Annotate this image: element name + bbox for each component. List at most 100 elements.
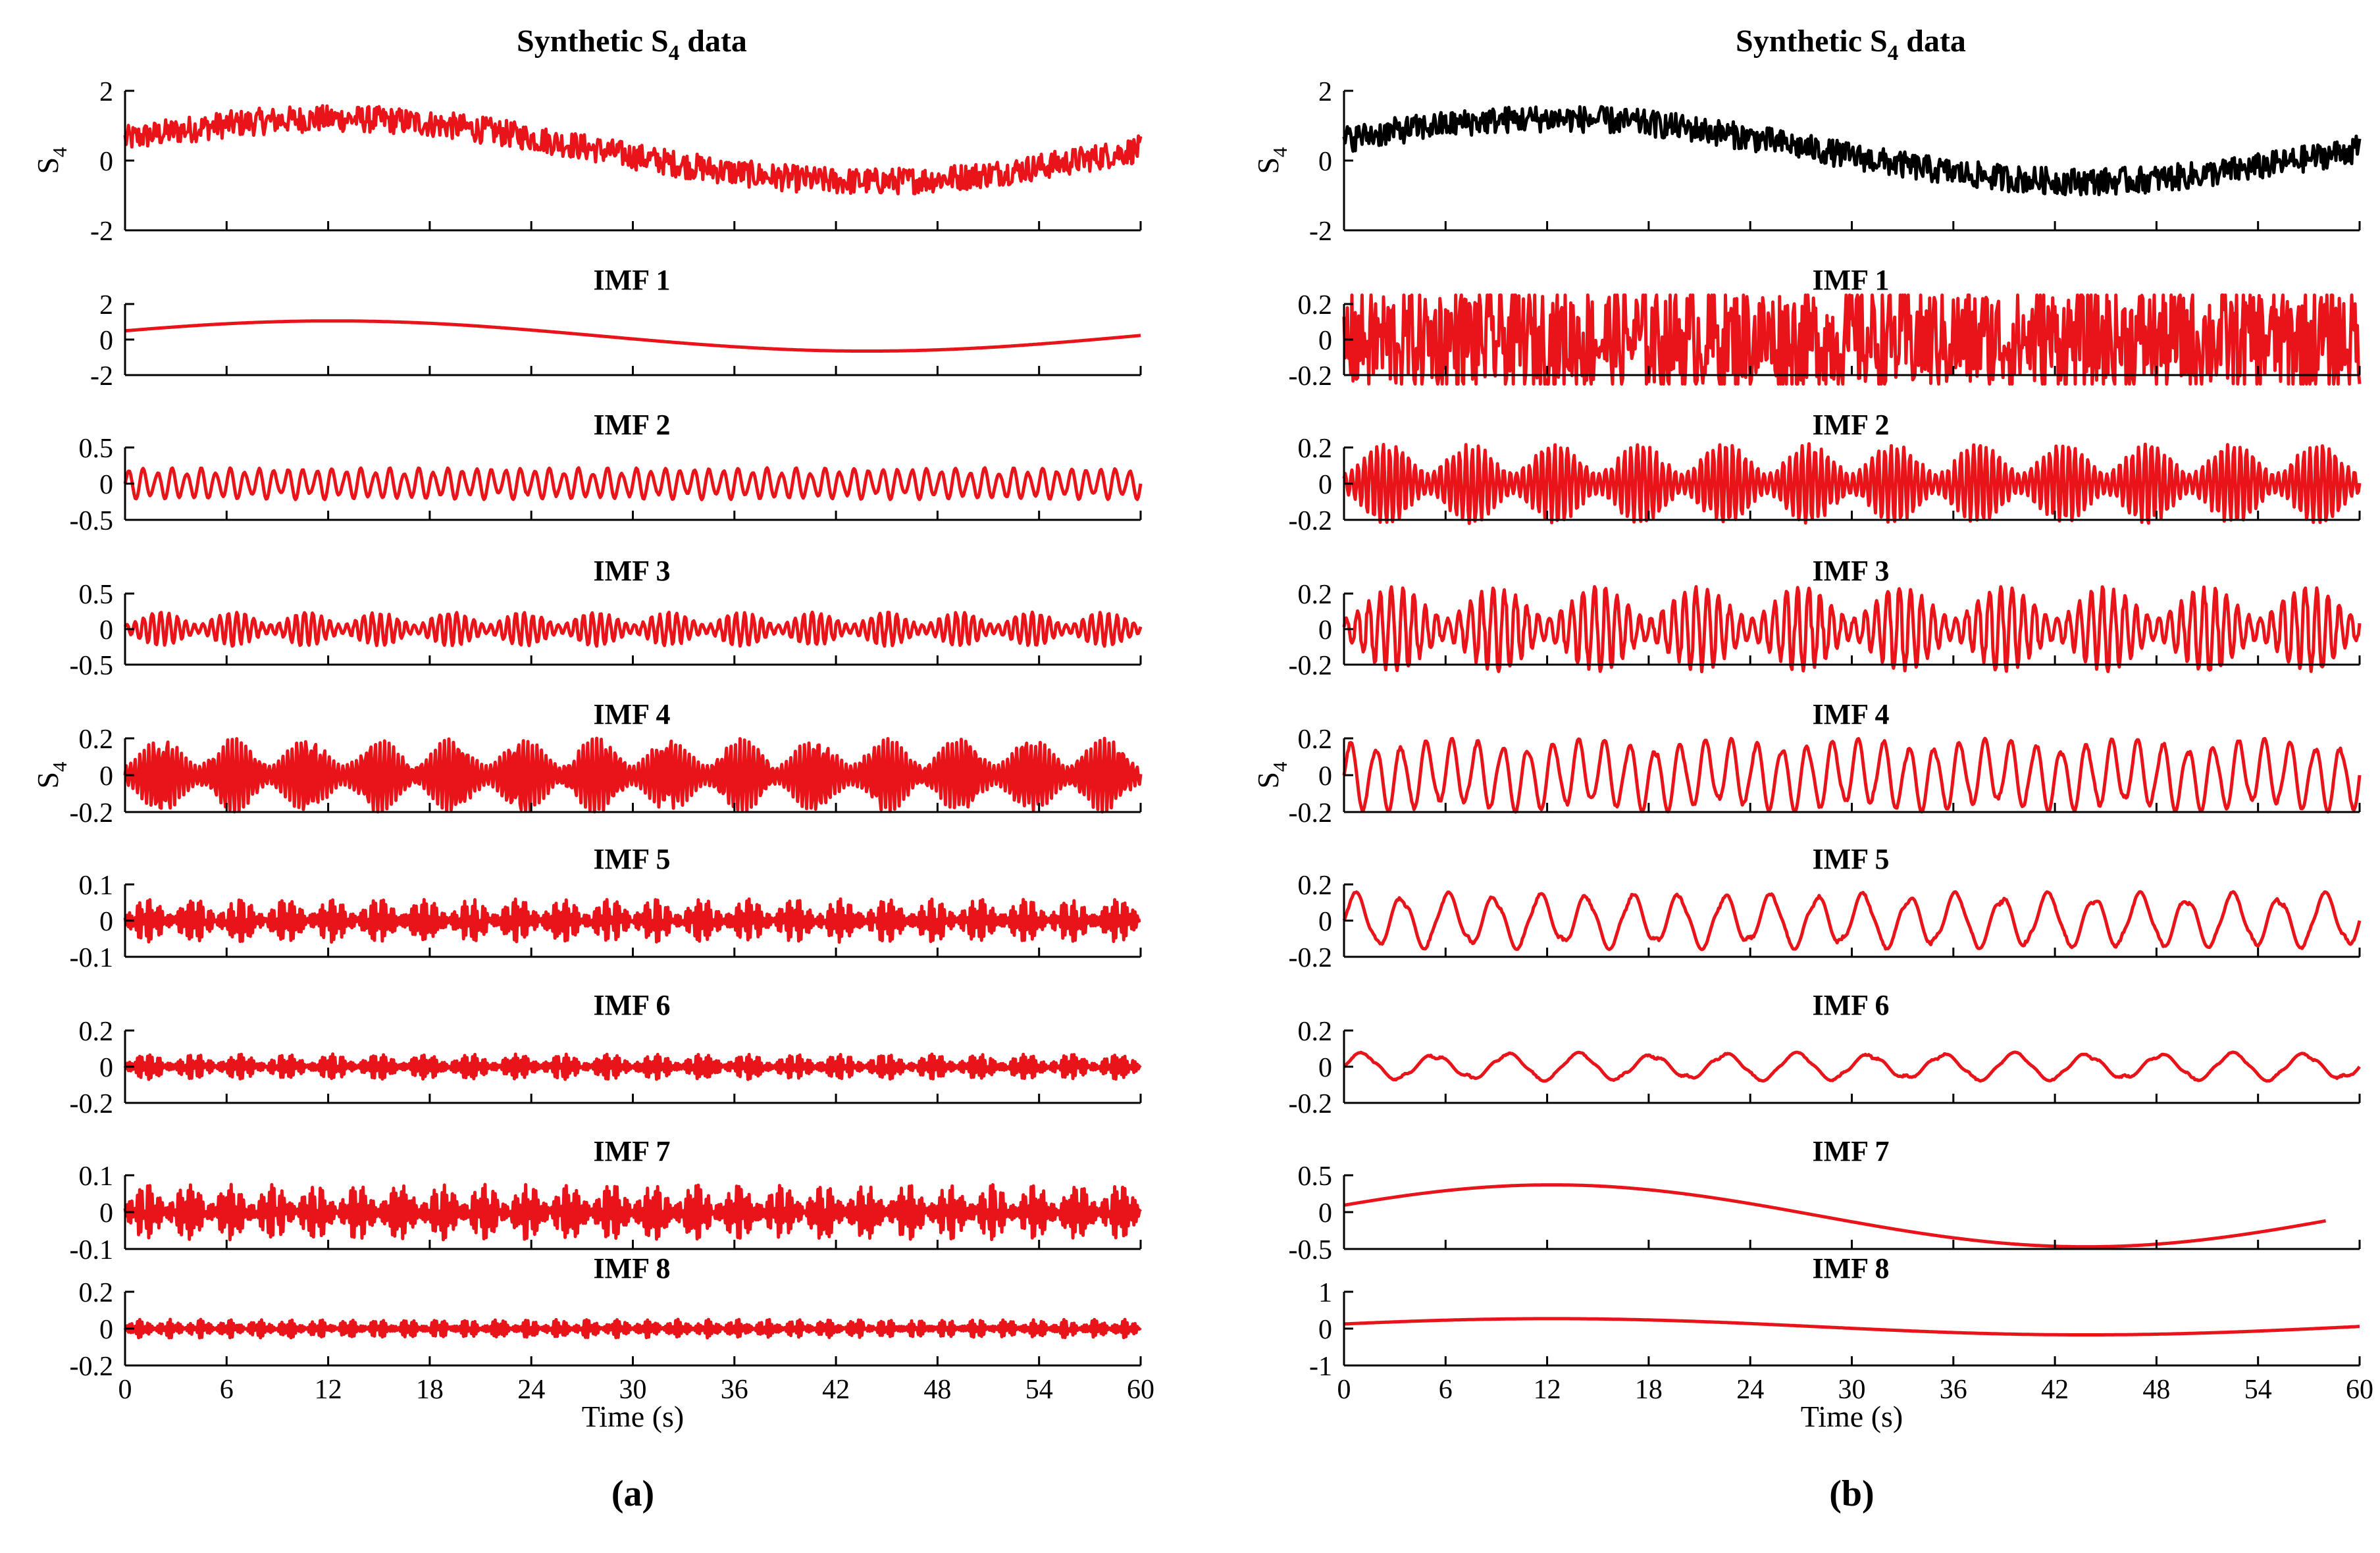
y-tick-label: -2 <box>90 361 113 392</box>
y-tick-label: -0.5 <box>70 651 114 681</box>
subplot-title: IMF 6 <box>594 989 671 1021</box>
y-tick-label: 0 <box>99 761 113 792</box>
series-line <box>1343 1183 2327 1249</box>
y-tick-label: 0 <box>99 907 113 937</box>
y-tick-label: -0.2 <box>1289 1089 1333 1119</box>
y-tick-label: 0 <box>1318 1053 1332 1083</box>
x-tick-label: 60 <box>1127 1375 1154 1405</box>
y-tick-label: 0 <box>99 1198 113 1229</box>
subplot-title: IMF 5 <box>1813 843 1890 875</box>
series-line <box>123 1183 1142 1242</box>
y-tick-label: 0.1 <box>79 871 114 901</box>
series-line <box>1343 1050 2361 1083</box>
y-axis-label: S4 <box>31 761 71 789</box>
panel-label: (b) <box>1829 1473 1874 1514</box>
x-tick-label: 18 <box>416 1375 444 1405</box>
y-tick-label: -2 <box>90 216 113 247</box>
y-tick-label: -0.1 <box>70 1235 114 1265</box>
x-tick-label: 0 <box>1337 1375 1351 1405</box>
series-line <box>1342 890 2362 952</box>
subplot-title: IMF 3 <box>594 555 671 587</box>
subplot-title: IMF 7 <box>594 1135 671 1167</box>
y-tick-label: 0.2 <box>1298 871 1333 901</box>
y-tick-label: 0.2 <box>79 725 114 755</box>
y-tick-label: 0.5 <box>79 434 114 464</box>
subplot-title: IMF 1 <box>594 264 671 296</box>
series-line <box>1342 293 2362 386</box>
x-tick-label: 24 <box>1736 1375 1764 1405</box>
subplot-title: IMF 1 <box>1813 264 1890 296</box>
y-tick-label: -0.2 <box>1289 943 1333 973</box>
x-tick-label: 54 <box>2244 1375 2272 1405</box>
panel-label: (a) <box>611 1473 654 1514</box>
y-tick-label: 0 <box>1318 907 1332 937</box>
y-tick-label: 0 <box>99 1315 113 1345</box>
y-tick-label: 0 <box>1318 326 1332 356</box>
y-tick-label: -0.2 <box>1289 651 1333 681</box>
x-tick-label: 6 <box>1439 1375 1453 1405</box>
y-tick-label: 0 <box>1318 470 1332 500</box>
y-tick-label: 0.2 <box>79 1017 114 1047</box>
y-tick-label: 0 <box>99 1053 113 1083</box>
y-axis-label: S4 <box>1251 147 1291 174</box>
subplot-title: Synthetic S4 data <box>517 24 747 65</box>
subplot-title: IMF 7 <box>1813 1135 1890 1167</box>
y-tick-label: 0.2 <box>1298 725 1333 755</box>
y-tick-label: -0.5 <box>70 506 114 536</box>
subplot-title: IMF 4 <box>594 698 671 730</box>
x-tick-label: 48 <box>2142 1375 2170 1405</box>
x-tick-label: 60 <box>2346 1375 2373 1405</box>
subplot-title: IMF 2 <box>1813 409 1890 441</box>
series-line <box>123 466 1143 501</box>
y-tick-label: 2 <box>99 290 113 320</box>
x-tick-label: 30 <box>1838 1375 1866 1405</box>
x-tick-label: 48 <box>923 1375 951 1405</box>
y-tick-label: -0.2 <box>70 1352 114 1382</box>
series-line <box>1342 736 2362 814</box>
y-tick-label: -0.2 <box>1289 798 1333 828</box>
y-axis-label: S4 <box>1251 761 1291 789</box>
series-line <box>1342 105 2362 197</box>
x-tick-label: 18 <box>1635 1375 1663 1405</box>
y-tick-label: 0 <box>99 326 113 356</box>
series-line <box>1343 1317 2360 1337</box>
y-tick-label: 0 <box>1318 761 1332 792</box>
subplot-title: IMF 5 <box>594 843 671 875</box>
y-tick-label: -0.2 <box>1289 506 1333 536</box>
y-tick-label: 1 <box>1318 1278 1332 1308</box>
y-axis-label: S4 <box>31 147 71 174</box>
y-tick-label: 2 <box>1318 77 1332 107</box>
y-tick-label: 0.5 <box>1298 1161 1333 1192</box>
subplot-title: IMF 4 <box>1813 698 1890 730</box>
y-tick-label: 0 <box>99 470 113 500</box>
series-line <box>124 319 1141 353</box>
y-tick-label: 0 <box>99 147 113 177</box>
y-tick-label: -0.2 <box>1289 361 1333 392</box>
y-tick-label: 0.2 <box>1298 290 1333 320</box>
series-line <box>123 897 1141 944</box>
y-tick-label: -0.2 <box>70 1089 114 1119</box>
subplot-title: IMF 6 <box>1813 989 1890 1021</box>
y-tick-label: 0 <box>1318 1315 1332 1345</box>
y-tick-label: 0 <box>99 615 113 646</box>
series-line <box>123 1317 1142 1340</box>
y-tick-label: 0.2 <box>1298 434 1333 464</box>
subplot-title: IMF 3 <box>1813 555 1890 587</box>
subplot-title: IMF 2 <box>594 409 671 441</box>
series-line <box>1342 442 2362 525</box>
series-line <box>123 1052 1142 1081</box>
x-axis-label: Time (s) <box>1801 1400 1903 1433</box>
y-tick-label: 0.2 <box>1298 1017 1333 1047</box>
x-tick-label: 24 <box>517 1375 545 1405</box>
y-tick-label: -0.5 <box>1289 1235 1333 1265</box>
y-tick-label: 0.5 <box>79 580 114 610</box>
series-line <box>123 104 1143 195</box>
x-tick-label: 54 <box>1025 1375 1053 1405</box>
y-tick-label: -2 <box>1309 216 1332 247</box>
x-tick-label: 30 <box>619 1375 647 1405</box>
x-tick-label: 0 <box>118 1375 132 1405</box>
series-line <box>123 736 1143 814</box>
y-tick-label: -0.1 <box>70 943 114 973</box>
x-tick-label: 42 <box>822 1375 850 1405</box>
